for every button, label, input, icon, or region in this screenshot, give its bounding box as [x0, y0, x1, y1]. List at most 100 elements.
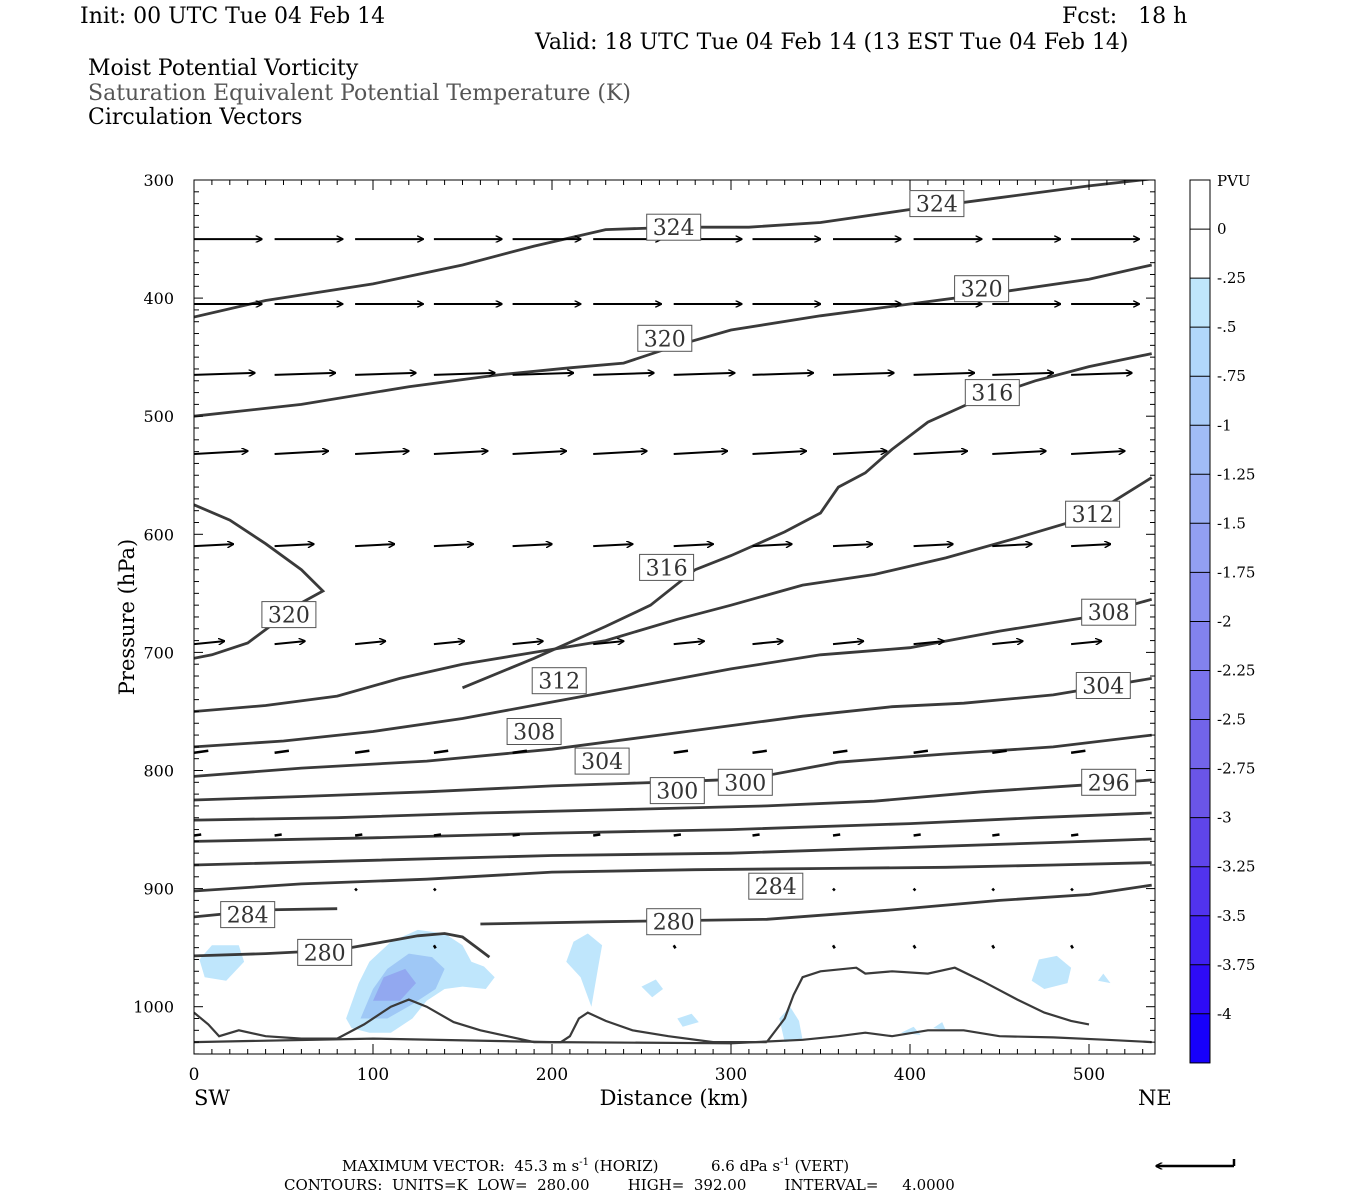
- contour-label: 316: [971, 382, 1013, 407]
- contour-label-box: [954, 275, 1010, 303]
- contour-label-box: [1081, 598, 1137, 626]
- wind-vector: [512, 833, 520, 837]
- ne-end-label: NE: [1138, 1086, 1172, 1110]
- pv-patch: [199, 945, 245, 981]
- field-title-mpv: Moist Potential Vorticity: [88, 56, 359, 81]
- contour-label: 320: [644, 327, 686, 352]
- contour-label-box: [1075, 672, 1131, 699]
- reference-vector-arrow: [1156, 1159, 1236, 1166]
- contour-label: 284: [227, 904, 269, 929]
- wind-vector: [194, 544, 233, 546]
- contour-line-272: [194, 1029, 1152, 1045]
- wind-vector: [432, 887, 437, 892]
- wind-vector: [832, 749, 848, 755]
- wind-vector: [433, 833, 442, 837]
- max-vector-line: MAXIMUM VECTOR: 45.3 m s-1 (HORIZ) 6.6 d…: [342, 1157, 850, 1175]
- wind-vector: [593, 544, 632, 546]
- wind-vector: [752, 544, 792, 546]
- contour-label: 280: [304, 941, 346, 966]
- colorbar-label: -4: [1217, 1005, 1232, 1023]
- colorbar-label: -1.75: [1217, 563, 1255, 581]
- pv-patch: [677, 1013, 699, 1027]
- contour-label: 308: [513, 721, 555, 746]
- contour-line-316: [461, 352, 1152, 690]
- wind-vector: [433, 749, 449, 755]
- valid-time: Valid: 18 UTC Tue 04 Feb 14 (13 EST Tue …: [535, 30, 1129, 55]
- contour-line-296: [194, 778, 1152, 822]
- wind-vector: [992, 833, 1000, 837]
- contour-label-box: [646, 213, 702, 241]
- colorbar-swatch: [1190, 376, 1210, 426]
- colorbar-label: -1.25: [1217, 465, 1255, 483]
- wind-vector: [1070, 887, 1074, 892]
- y-tick-label: 900: [143, 880, 174, 899]
- wind-vector: [593, 451, 647, 455]
- wind-vector: [831, 944, 836, 949]
- wind-vector: [752, 373, 814, 375]
- contour-label-box: [574, 747, 630, 775]
- wind-vector: [673, 749, 689, 755]
- max-vector-label: MAXIMUM VECTOR:: [342, 1157, 505, 1175]
- colorbar-unit: PVU: [1217, 172, 1251, 190]
- contour-info: CONTOURS: UNITS=K LOW= 280.00 HIGH= 392.…: [284, 1176, 955, 1194]
- wind-vector: [1071, 451, 1125, 455]
- wind-vector: [673, 833, 682, 837]
- wind-vector: [274, 544, 314, 546]
- contour-label: 320: [268, 604, 310, 629]
- contour-label-box: [717, 768, 773, 796]
- wind-vector: [913, 641, 944, 644]
- contour-label-box: [748, 872, 804, 900]
- x-tick-label: 300: [715, 1065, 747, 1085]
- x-axis-label: Distance (km): [600, 1086, 749, 1110]
- wind-vector: [673, 641, 704, 644]
- contour-label-box: [1065, 500, 1121, 528]
- wind-vector: [913, 833, 921, 837]
- wind-vector: [512, 749, 528, 755]
- y-axis-label: Pressure (hPa): [115, 539, 139, 695]
- x-tick-label: 500: [1073, 1065, 1105, 1085]
- contour-label-box: [637, 324, 693, 352]
- wind-vector: [752, 451, 807, 455]
- colorbar-label: -3.5: [1217, 907, 1246, 925]
- colorbar-swatch: [1190, 768, 1210, 819]
- wind-vector: [752, 749, 767, 755]
- wind-vector: [832, 641, 864, 644]
- contour-label: 312: [538, 670, 580, 695]
- contour-line-288: [194, 837, 1152, 867]
- colorbar-label: -3.75: [1217, 956, 1255, 974]
- pv-patch: [373, 968, 416, 1001]
- contour-line-284: [194, 861, 1152, 893]
- wind-vector: [832, 451, 887, 455]
- wind-vector: [354, 749, 370, 755]
- colorbar-label: 0: [1217, 220, 1227, 238]
- pv-patch: [933, 1022, 946, 1031]
- field-title-vectors: Circulation Vectors: [88, 105, 303, 130]
- contour-label: 324: [653, 216, 695, 241]
- colorbar-swatch: [1190, 817, 1210, 868]
- max-vector-vert-tag: (VERT): [794, 1157, 850, 1175]
- colorbar-swatch: [1190, 523, 1210, 573]
- colorbar-label: -1.5: [1217, 514, 1246, 532]
- wind-vector: [355, 544, 394, 546]
- x-tick-label: 200: [536, 1065, 568, 1085]
- wind-vector: [593, 833, 601, 837]
- wind-vector: [432, 944, 437, 949]
- wind-vector: [832, 373, 894, 375]
- wind-vector: [354, 887, 358, 892]
- contour-label: 312: [1072, 503, 1114, 528]
- wind-vector: [1070, 749, 1086, 755]
- wind-vector: [752, 833, 760, 837]
- y-tick-label: 500: [143, 407, 174, 426]
- colorbar-label: -.5: [1217, 318, 1236, 336]
- sw-end-label: SW: [194, 1086, 230, 1110]
- colorbar-swatch: [1190, 915, 1210, 966]
- y-tick-label: 300: [143, 171, 174, 190]
- max-vector-vert: 6.6 dPa s: [710, 1157, 781, 1175]
- wind-vector: [433, 641, 464, 644]
- wind-vector: [991, 944, 996, 949]
- colorbar-swatch: [1190, 1013, 1210, 1064]
- contour-line-312: [194, 476, 1153, 713]
- colorbar-swatch: [1190, 719, 1210, 769]
- contour-line-304: [194, 677, 1152, 778]
- colorbar-swatch: [1190, 180, 1210, 230]
